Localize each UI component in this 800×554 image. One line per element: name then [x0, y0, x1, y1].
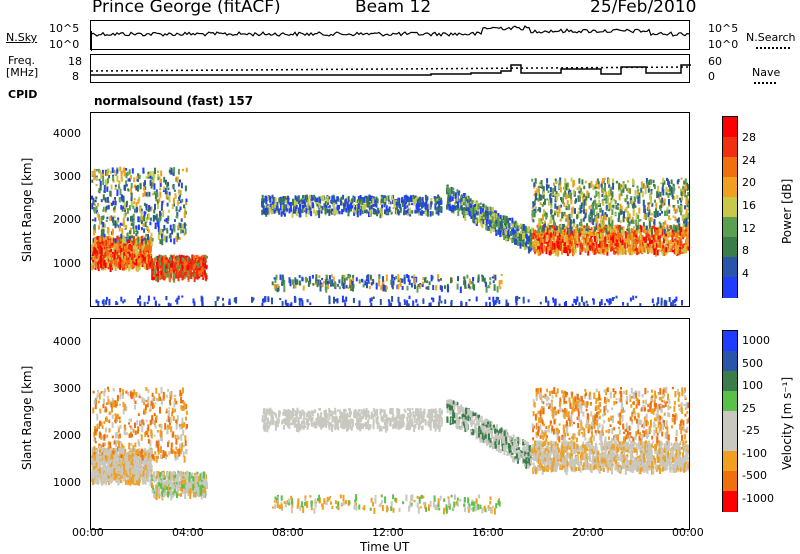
freq-panel	[90, 54, 691, 83]
nsky-tick-top: 10^5	[49, 22, 80, 35]
nsearch-tick-bottom: 10^0	[708, 38, 739, 51]
nsearch-label: N.Search	[746, 31, 796, 44]
cpid-text: normalsound (fast) 157	[94, 94, 254, 108]
beam-title: Beam 12	[355, 0, 432, 17]
velocity-ylabel: Slant Range [km]	[20, 365, 34, 470]
cpid-label: CPID	[8, 88, 38, 101]
power-colorbar-tick: 4	[742, 267, 749, 280]
velocity-colorbar-tick: 500	[742, 356, 763, 370]
velocity-heatmap	[91, 386, 689, 515]
x-tick: 20:00	[572, 526, 604, 539]
x-tick: 08:00	[272, 526, 304, 539]
x-tick: 00:00	[672, 526, 704, 539]
power-y-tick: 1000	[53, 256, 81, 270]
x-tick: 00:00	[72, 526, 104, 539]
velocity-y-tick: 2000	[53, 428, 81, 442]
power-colorbar-tick: 12	[742, 221, 756, 235]
nsky-panel	[90, 20, 690, 51]
freq-unit-label: [MHz]	[6, 66, 39, 79]
nave-tick-top: 60	[708, 55, 722, 68]
freq-tick-bottom: 8	[72, 70, 79, 83]
velocity-colorbar-tick: 25	[742, 401, 756, 415]
power-colorbar-tick: 24	[742, 153, 756, 167]
velocity-colorbar-tick: -100	[742, 446, 767, 460]
velocity-colorbar-tick: 1000	[742, 334, 770, 347]
nsearch-legend-line	[756, 47, 790, 49]
nsky-tick-bottom: 10^0	[49, 38, 80, 51]
power-colorbar-label: Power [dB]	[780, 178, 794, 244]
station-title: Prince George (fitACF)	[92, 0, 281, 17]
velocity-colorbar-tick: -500	[742, 469, 767, 483]
freq-label: Freq.	[8, 54, 36, 67]
velocity-y-tick: 1000	[53, 475, 81, 489]
power-colorbar-tick: 8	[742, 244, 749, 258]
velocity-colorbar	[722, 330, 738, 512]
date-title: 25/Feb/2010	[590, 0, 697, 17]
velocity-colorbar-tick: 100	[742, 379, 763, 393]
velocity-colorbar-tick: -25	[742, 424, 760, 438]
power-colorbar-tick: 28	[742, 131, 756, 144]
velocity-y-tick: 4000	[53, 334, 81, 348]
power-colorbar-tick: 20	[742, 176, 756, 190]
nave-tick-bottom: 0	[708, 70, 715, 83]
freq-tick-top: 18	[68, 55, 82, 68]
nave-legend-line	[754, 82, 776, 84]
power-plot	[90, 112, 690, 307]
power-y-tick: 4000	[53, 126, 81, 140]
freq-trace	[91, 64, 691, 76]
nsky-label: N.Sky	[6, 31, 38, 44]
power-ylabel: Slant Range [km]	[20, 157, 34, 262]
power-colorbar-tick: 16	[742, 199, 756, 212]
velocity-colorbar-label: Velocity [m s⁻¹]	[780, 376, 794, 470]
nave-label: Nave	[752, 66, 781, 79]
x-tick: 12:00	[372, 526, 404, 539]
x-tick: 04:00	[172, 526, 204, 539]
power-y-tick: 2000	[53, 213, 81, 227]
x-axis-label: Time UT	[360, 540, 410, 554]
power-heatmap	[91, 166, 689, 306]
velocity-y-tick: 3000	[53, 381, 81, 395]
velocity-colorbar-tick: -1000	[742, 492, 774, 505]
power-y-tick: 3000	[53, 170, 81, 183]
velocity-plot	[90, 318, 690, 530]
nsky-trace	[91, 25, 690, 51]
power-colorbar	[722, 116, 738, 298]
x-tick: 16:00	[472, 526, 504, 539]
nsearch-tick-top: 10^5	[708, 22, 739, 35]
